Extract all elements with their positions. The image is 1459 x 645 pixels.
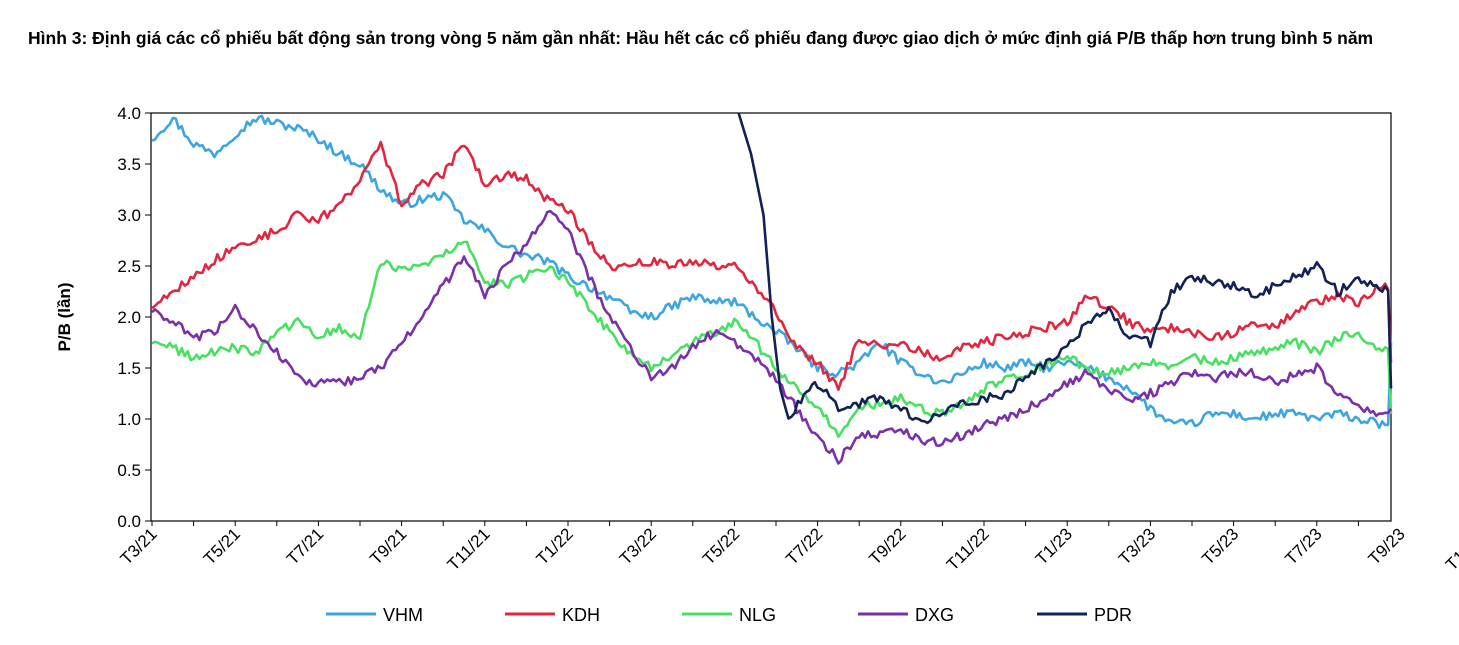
x-tick-label: T5/21	[200, 524, 244, 568]
legend-label-nlg: NLG	[739, 605, 776, 625]
legend-label-vhm: VHM	[383, 605, 423, 625]
x-tick-label: T3/23	[1115, 524, 1159, 568]
y-tick-label: 3.5	[117, 155, 141, 174]
y-tick-label: 3.0	[117, 206, 141, 225]
x-tick-label: T9/23	[1365, 524, 1409, 568]
x-tick-label: T11/22	[943, 524, 993, 574]
y-tick-label: 1.0	[117, 410, 141, 429]
x-tick-label: T7/22	[782, 524, 826, 568]
legend: VHM KDH NLG DXG PDR	[326, 605, 1132, 625]
x-tick-label: T9/22	[865, 524, 909, 568]
x-tick-label: T5/22	[699, 524, 743, 568]
y-tick-label: 1.5	[117, 359, 141, 378]
y-tick-label: 0.5	[117, 461, 141, 480]
x-tick-label: T11/23	[1442, 524, 1459, 574]
chart-title: Hình 3: Định giá các cổ phiếu bất động s…	[28, 28, 1374, 48]
x-tick-label: T11/21	[444, 524, 494, 574]
legend-label-kdh: KDH	[562, 605, 600, 625]
x-tick-label: T7/23	[1281, 524, 1325, 568]
series-line-vhm	[151, 114, 1393, 430]
x-tick-label: T3/21	[117, 524, 161, 568]
legend-label-dxg: DXG	[915, 605, 954, 625]
y-tick-label: 2.5	[117, 257, 141, 276]
x-tick-label: T7/21	[283, 524, 327, 568]
x-tick-label: T3/22	[616, 524, 660, 568]
x-tick-label: T1/22	[533, 524, 577, 568]
series-layer	[151, 112, 1393, 465]
legend-label-pdr: PDR	[1094, 605, 1132, 625]
x-axis: T3/21 T5/21 T7/21 T9/21 T11/21 T1/22 T3/22 T5/2…	[117, 521, 1459, 574]
y-tick-label: 4.0	[117, 104, 141, 123]
series-line-pdr	[737, 112, 1393, 425]
x-tick-label: T5/23	[1198, 524, 1242, 568]
series-line-dxg	[151, 209, 1393, 465]
y-axis: 0.0 0.5 1.0 1.5 2.0 2.5 3.0 3.5 4.0	[117, 104, 151, 531]
x-tick-label: T1/23	[1032, 524, 1076, 568]
y-axis-label: P/B (lần)	[55, 283, 74, 352]
series-line-nlg	[151, 240, 1393, 439]
y-tick-label: 0.0	[117, 512, 141, 531]
x-tick-label: T9/21	[366, 524, 410, 568]
y-tick-label: 2.0	[117, 308, 141, 327]
